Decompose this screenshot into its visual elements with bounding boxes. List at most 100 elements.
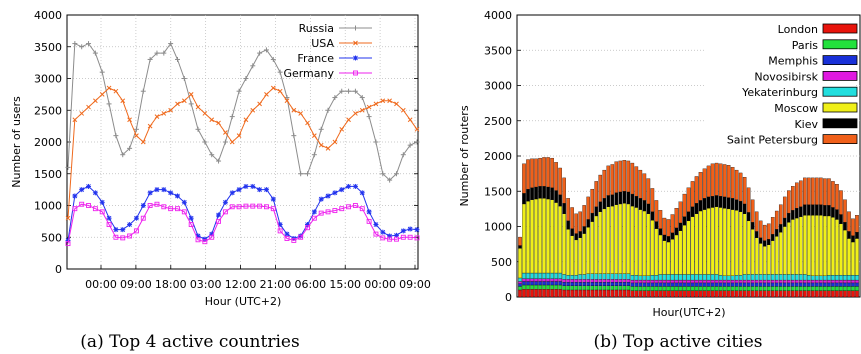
bar-segment <box>690 286 695 291</box>
point-marker <box>93 98 98 104</box>
bar-segment <box>718 279 723 284</box>
legend-swatch <box>822 39 858 50</box>
point-marker <box>353 55 358 61</box>
bar-segment <box>774 229 779 237</box>
bar-segment <box>554 281 558 286</box>
bar-segment <box>746 290 751 298</box>
bar-segment <box>582 289 586 298</box>
bar-segment <box>823 215 827 277</box>
bar-segment <box>586 282 590 286</box>
y-ticks-b: 0 500 1000 1500 2000 2500 3000 3500 4000 <box>484 9 521 304</box>
bar-segment <box>698 286 703 291</box>
bar-segment <box>815 286 819 291</box>
point-marker <box>79 201 85 207</box>
bar-segment <box>799 282 803 287</box>
bar-segment <box>847 286 851 291</box>
bar-segment <box>566 198 570 222</box>
bar-segment <box>795 182 799 209</box>
bar-segment <box>638 275 643 281</box>
x-axis-label-a: Hour (UTC+2) <box>205 295 282 308</box>
bar-segment <box>762 246 767 275</box>
bar-segment <box>827 290 831 298</box>
bar-segment <box>562 274 566 280</box>
y-axis-label-a: Number of users <box>10 96 23 188</box>
bar-segment <box>618 285 623 291</box>
bar-segment <box>742 286 747 291</box>
bar-segment <box>682 216 687 226</box>
point-marker <box>113 227 119 232</box>
bar-segment <box>782 226 787 275</box>
bar-segment <box>750 274 755 281</box>
point-marker <box>270 85 276 91</box>
bar-segment <box>758 243 763 275</box>
bar-segment <box>538 284 542 290</box>
bar-segment <box>658 274 663 281</box>
bar-segment <box>787 290 791 298</box>
point-marker <box>79 187 85 192</box>
series-line <box>67 42 418 181</box>
bar-segment <box>634 290 639 298</box>
bar-segment <box>526 188 530 202</box>
bar-segment <box>526 278 530 282</box>
bar-segment <box>626 289 631 298</box>
bar-segment <box>570 282 574 286</box>
bar-segment <box>582 279 586 283</box>
bar-segment <box>566 279 570 283</box>
bar-segment <box>686 274 691 281</box>
bar-segment <box>762 279 767 284</box>
bar-segment <box>726 282 731 287</box>
point-marker <box>305 120 310 126</box>
point-marker <box>332 208 338 214</box>
bar-segment <box>827 274 831 281</box>
bar-segment <box>706 282 711 287</box>
bar-segment <box>730 167 735 199</box>
bar-segment <box>586 289 590 298</box>
bar-segment <box>774 290 779 298</box>
bar-segment <box>526 289 530 298</box>
bar-segment <box>614 192 619 205</box>
bar-segment <box>594 215 599 274</box>
bar-segment <box>546 157 550 188</box>
bar-segment <box>634 279 639 284</box>
point-marker <box>414 235 420 241</box>
bar-segment <box>694 286 699 291</box>
bar-segment <box>638 282 643 287</box>
bar-segment <box>614 289 619 298</box>
bar-segment <box>558 284 562 290</box>
bar-segment <box>662 286 667 291</box>
bar-segment <box>650 282 655 287</box>
bar-segment <box>702 290 707 298</box>
bar-segment <box>582 285 586 291</box>
bar-segment <box>542 198 546 274</box>
bar-segment <box>851 274 855 281</box>
bar-segment <box>754 237 759 275</box>
bar-segment <box>598 282 603 286</box>
bar-segment <box>803 204 807 216</box>
bar-segment <box>718 290 723 298</box>
bar-segment <box>658 210 663 229</box>
bar-segment <box>670 214 675 233</box>
bar-segment <box>526 159 530 190</box>
bar-segment <box>606 279 611 283</box>
bar-segment <box>835 274 839 281</box>
bar-segment <box>662 217 667 236</box>
grid-a <box>67 15 418 269</box>
bar-segment <box>614 279 619 283</box>
bar-segment <box>791 290 795 298</box>
bar-segment <box>827 286 831 291</box>
bar-segment <box>586 196 590 220</box>
bar-segment <box>574 239 578 276</box>
bar-segment <box>566 282 570 286</box>
y-tick-label: 500 <box>491 256 512 269</box>
legend-b: London Paris Memphis Novosibirsk Yekaterinbu… <box>706 22 858 154</box>
x-tick-label: 00:00 <box>364 278 396 291</box>
bar-segment <box>626 203 631 274</box>
bar-segment <box>795 282 799 287</box>
bar-segment <box>590 289 595 298</box>
bar-segment <box>518 289 522 298</box>
point-marker <box>181 209 187 215</box>
bar-segment <box>634 207 639 276</box>
bar-segment <box>855 282 859 287</box>
bar-segment <box>522 281 526 286</box>
bar-segment <box>839 223 843 276</box>
